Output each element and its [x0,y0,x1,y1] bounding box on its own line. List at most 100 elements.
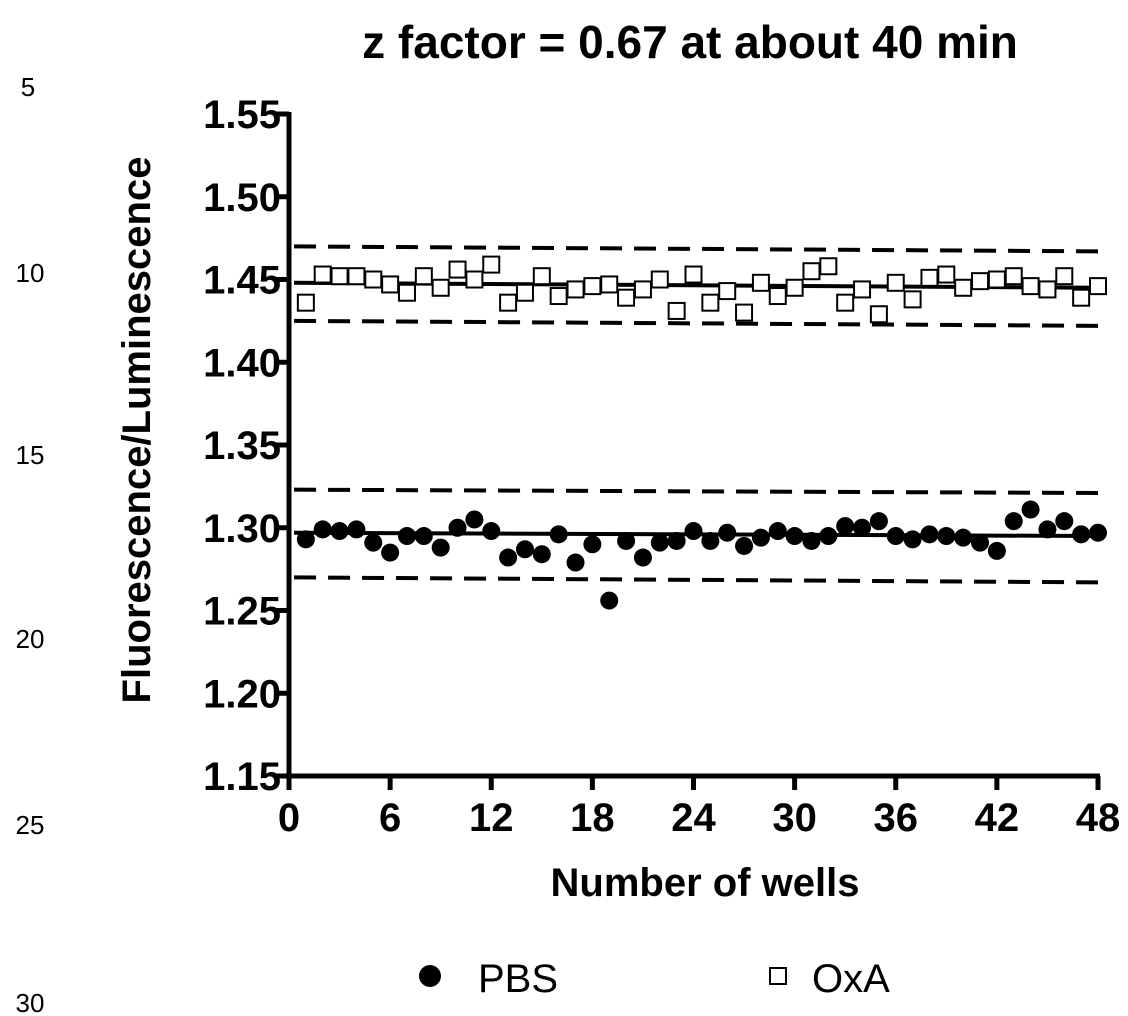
point-oxa [365,272,381,288]
point-oxa [652,272,668,288]
x-tick-label: 0 [278,796,300,840]
point-pbs [954,529,972,547]
y-tick-label: 1.40 [203,341,281,385]
point-pbs [735,537,753,555]
x-tick-label: 36 [874,796,919,840]
point-pbs [347,520,365,538]
point-oxa [416,268,432,284]
point-oxa [1006,268,1022,284]
point-oxa [1023,278,1039,294]
x-tick-label: 24 [671,796,716,840]
point-pbs [432,539,450,557]
y-tick-label: 1.55 [203,93,281,137]
point-pbs [904,530,922,548]
point-oxa [854,281,870,297]
point-pbs [752,529,770,547]
margin-number: 15 [16,440,45,470]
point-pbs [1072,525,1090,543]
x-tick-label: 48 [1076,796,1121,840]
point-oxa [871,306,887,322]
point-oxa [719,283,735,299]
point-oxa [736,305,752,321]
point-oxa [972,273,988,289]
point-pbs [1055,512,1073,530]
point-pbs [364,534,382,552]
point-pbs [449,519,467,537]
point-oxa [989,272,1005,288]
point-pbs [786,527,804,545]
point-pbs [971,534,989,552]
point-pbs [516,540,534,558]
legend: PBS OxA [419,957,890,1001]
point-pbs [634,549,652,567]
legend-label-oxa: OxA [812,957,890,1001]
point-pbs [1038,520,1056,538]
upper-limit-line [294,490,1098,493]
margin-numbers: 5 10 15 20 25 30 [16,72,45,1016]
legend-marker-oxa [770,968,786,984]
y-tick-label: 1.35 [203,424,281,468]
y-axis-label: Fluorescence/Luminescence [115,157,159,704]
point-pbs [870,512,888,530]
point-oxa [669,303,685,319]
point-oxa [1073,290,1089,306]
point-pbs [297,530,315,548]
point-oxa [820,258,836,274]
point-oxa [618,290,634,306]
point-oxa [803,263,819,279]
point-oxa [921,270,937,286]
point-pbs [769,522,787,540]
point-oxa [466,272,482,288]
point-pbs [600,592,618,610]
x-axis-label: Number of wells [551,861,860,905]
point-oxa [483,257,499,273]
margin-number: 30 [16,988,45,1016]
margin-number: 5 [21,72,35,102]
point-oxa [315,267,331,283]
point-pbs [465,510,483,528]
point-pbs [887,527,905,545]
point-pbs [853,519,871,537]
point-pbs [415,527,433,545]
point-pbs [718,524,736,542]
point-pbs [331,522,349,540]
point-oxa [1056,268,1072,284]
point-oxa [568,281,584,297]
legend-marker-pbs [419,965,441,987]
point-oxa [534,268,550,284]
point-pbs [685,522,703,540]
point-oxa [332,268,348,284]
y-tick-label: 1.20 [203,672,281,716]
point-pbs [937,527,955,545]
x-tick-label: 6 [379,796,401,840]
point-oxa [450,262,466,278]
point-pbs [668,532,686,550]
point-oxa [787,280,803,296]
x-tick-label: 30 [772,796,817,840]
point-oxa [551,288,567,304]
point-oxa [702,295,718,311]
x-tick-label: 12 [469,796,514,840]
point-pbs [550,525,568,543]
point-pbs [314,520,332,538]
point-pbs [920,525,938,543]
y-tick-label: 1.30 [203,507,281,551]
point-oxa [888,275,904,291]
point-pbs [1005,512,1023,530]
upper-limit-line [294,246,1098,251]
point-oxa [837,295,853,311]
point-oxa [348,268,364,284]
data-points [297,257,1107,610]
point-oxa [635,281,651,297]
point-pbs [482,522,500,540]
point-oxa [955,280,971,296]
point-pbs [701,532,719,550]
point-pbs [567,554,585,572]
point-oxa [433,280,449,296]
y-tick-label: 1.50 [203,176,281,220]
y-tick-label: 1.25 [203,590,281,634]
point-pbs [381,544,399,562]
point-pbs [583,535,601,553]
margin-number: 10 [16,258,45,288]
chart-title: z factor = 0.67 at about 40 min [362,16,1018,68]
